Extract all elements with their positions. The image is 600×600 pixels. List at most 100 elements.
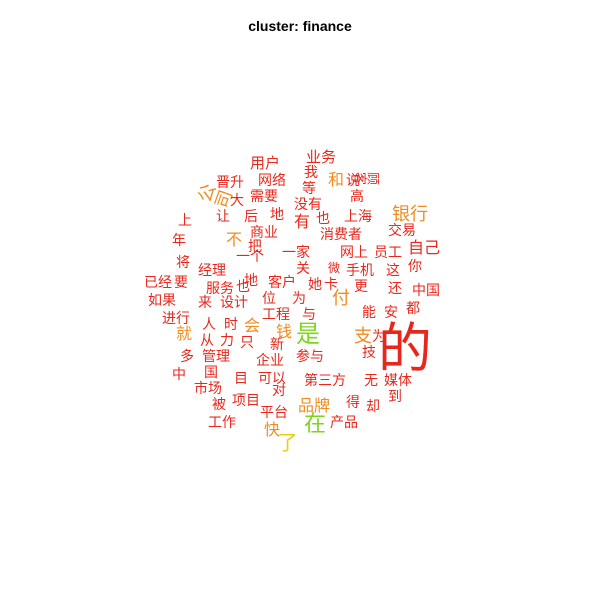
cloud-word: 一个 (236, 249, 264, 265)
cloud-word: 我 (304, 165, 318, 181)
cloud-word: 为 (372, 329, 386, 345)
cloud-word: 工作 (208, 415, 236, 431)
cloud-word: 参与 (296, 349, 324, 365)
cloud-word: 消费者 (320, 227, 362, 243)
cloud-word: 只 (240, 335, 254, 351)
cloud-word: 还 (388, 281, 402, 297)
cloud-word: 经理 (198, 263, 226, 279)
cloud-word: 国 (204, 365, 218, 381)
cloud-word: 晋升 (216, 175, 244, 191)
cloud-word: 支 (351, 326, 372, 344)
cloud-word: 进行 (162, 311, 190, 327)
cloud-word: 为 (292, 291, 306, 307)
cloud-word: 微 (328, 261, 341, 275)
cloud-word: 项目 (232, 393, 260, 409)
cloud-word: 手机 (346, 263, 374, 279)
cloud-word: 地 (270, 207, 284, 223)
cloud-word: 力 (220, 333, 234, 349)
cloud-word: 付 (329, 288, 350, 306)
cloud-word: 时 (224, 317, 238, 333)
cloud-word: 银行 (392, 204, 428, 225)
cloud-word: 产品 (330, 415, 358, 431)
cloud-word: 用户 (250, 154, 281, 172)
cloud-word: 自己 (408, 238, 441, 257)
cloud-word: 品牌 (298, 396, 331, 415)
cloud-word: 新 (270, 337, 284, 353)
cloud-word: 与 (302, 307, 316, 323)
cloud-word: 第三方 (304, 373, 346, 389)
cloud-word: 来 (198, 295, 212, 311)
cloud-word: 平台 (260, 405, 288, 421)
cloud-word: 网上 (340, 245, 368, 261)
cloud-word: 一家 (282, 245, 310, 261)
cloud-word: 网络 (258, 173, 286, 189)
cloud-word: 服务 (206, 281, 234, 297)
cloud-word: 安 (384, 305, 398, 321)
cloud-word: 工程 (262, 307, 290, 323)
cloud-word: 等 (302, 181, 316, 197)
cloud-word: 无 (364, 373, 378, 389)
cloud-word: 多 (180, 349, 194, 365)
cloud-word: 是 (296, 320, 320, 348)
cloud-word: 要 (174, 275, 188, 291)
cloud-word: 地 (244, 273, 258, 289)
cloud-word: 的 (378, 317, 432, 380)
cloud-word: 业务 (306, 148, 337, 166)
cloud-word: 这 (386, 263, 400, 279)
cloud-word: 大 (230, 193, 244, 209)
cloud-word: 更 (354, 279, 368, 295)
cloud-word: 上海 (344, 209, 372, 225)
cloud-word: 中 (172, 367, 186, 383)
cloud-word: 可以 (258, 371, 286, 387)
cloud-word: 说 (346, 173, 360, 189)
cloud-word: 商业 (250, 225, 278, 241)
cloud-word: 高 (350, 189, 364, 205)
cloud-word: 人 (202, 317, 216, 333)
cloud-word: 技 (362, 345, 376, 361)
cloud-word: 到 (388, 389, 402, 405)
cloud-word: 有 (294, 212, 311, 231)
cloud-word: 和 (328, 170, 345, 189)
cloud-word: 市场 (194, 381, 222, 397)
cloud-word: 如果 (148, 293, 176, 309)
cloud-word: 对 (272, 383, 286, 399)
cloud-word: 交易 (388, 223, 416, 239)
cloud-word: 年 (172, 233, 186, 249)
cloud-word: 没有 (294, 197, 322, 213)
cloud-word: 能 (362, 305, 376, 321)
cloud-word: 都 (406, 301, 420, 317)
cloud-word: 了 (274, 432, 298, 452)
cloud-word: 后 (244, 209, 258, 225)
cloud-word: 也 (316, 211, 330, 227)
cloud-word: 不 (226, 230, 243, 249)
cloud-word: 设计 (220, 295, 248, 311)
cloud-word: 将 (176, 255, 190, 271)
cloud-word: 从 (200, 333, 214, 349)
cloud-word: 中国 (412, 283, 440, 299)
cloud-word: 媒体 (384, 373, 412, 389)
cloud-word: 就 (176, 324, 193, 343)
cloud-word: 关 (296, 261, 310, 277)
cloud-word: 在 (304, 412, 327, 437)
cloud-word: 管理 (202, 349, 230, 365)
cloud-word: 已经 (144, 275, 172, 291)
cloud-word: 位 (262, 291, 276, 307)
cloud-word: 也 (236, 279, 250, 295)
cloud-word: 得 (346, 395, 360, 411)
cloud-word: 让 (216, 209, 230, 225)
figure-title: cluster: finance (248, 18, 352, 34)
cloud-word: 目 (234, 371, 248, 387)
cloud-word: 把 (248, 239, 262, 255)
cloud-word: 客户 (268, 275, 296, 291)
cloud-word: 顾客 (354, 169, 380, 184)
cloud-word: 卡 (324, 277, 338, 293)
cloud-word: 钱 (276, 322, 293, 341)
cloud-word: 需要 (250, 189, 278, 205)
cloud-word: 被 (212, 397, 226, 413)
cloud-word: 却 (366, 399, 380, 415)
cloud-word: 上 (178, 213, 192, 229)
cloud-word: 快 (264, 420, 281, 439)
cloud-word: 会 (244, 316, 261, 335)
